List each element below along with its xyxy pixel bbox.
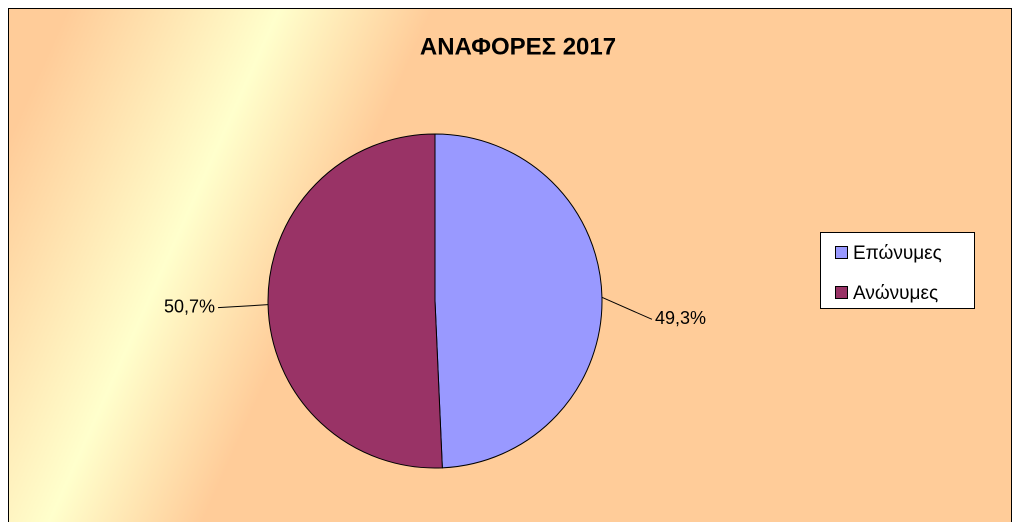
data-label: 50,7% (164, 296, 215, 316)
data-label: 49,3% (655, 308, 706, 328)
legend-swatch (835, 286, 848, 299)
leader-line (218, 304, 269, 309)
chart-title: ΑΝΑΦΟΡΕΣ 2017 (420, 33, 616, 60)
leader-line (601, 296, 653, 320)
legend-swatch (835, 246, 848, 259)
legend-label: Επώνυμες (853, 243, 942, 264)
legend-label: Ανώνυμες (853, 283, 938, 304)
pie-slice (434, 133, 603, 469)
pie-slice (267, 133, 443, 469)
